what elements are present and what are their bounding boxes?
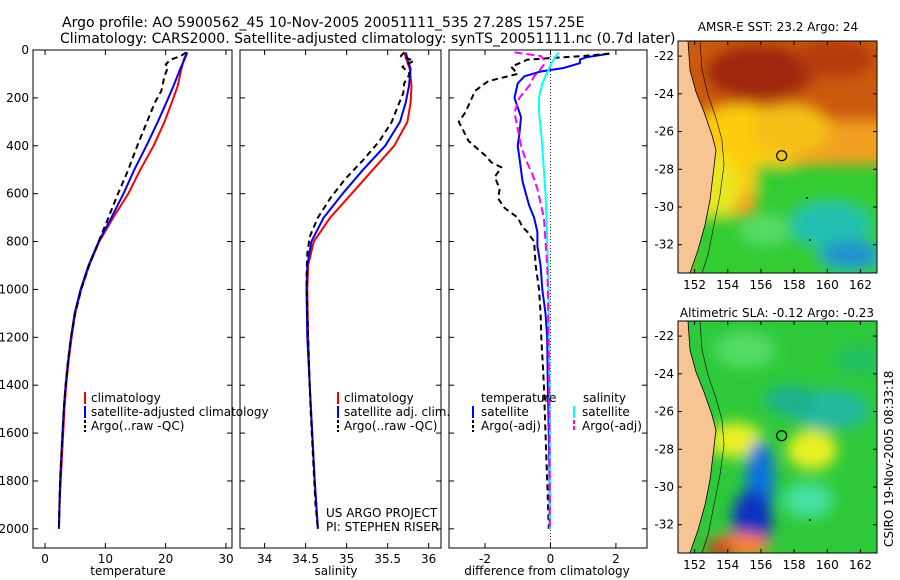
legend-label-sal-satellite: satellite (582, 405, 630, 419)
y-tick-label: -30 (654, 480, 674, 494)
legend-label-satellite: satellite adj. clim. (344, 405, 450, 419)
sla-map-image (678, 321, 877, 553)
y-tick-label: -30 (654, 200, 674, 214)
sla-map-ticks: 152 154 156 158 160 162 -22 -24 -26 -28 -30 -32 (654, 321, 877, 572)
legend-label-argo: Argo(..raw -QC) (344, 419, 437, 433)
y-tick-label: -24 (654, 367, 674, 381)
salinity-axes (239, 49, 442, 549)
y-tick-label: -28 (654, 442, 674, 456)
y-tick-label: 2000 (0, 522, 29, 536)
y-tick-label: -32 (654, 238, 674, 252)
x-tick-label: 0 (41, 552, 49, 566)
x-tick-label: 152 (683, 278, 706, 292)
y-tick-label: -26 (654, 405, 674, 419)
x-tick-label: 0 (547, 552, 555, 566)
x-tick-label: 162 (849, 278, 872, 292)
x-tick-label: 20 (158, 552, 173, 566)
difference-xlabel: difference from climatology (464, 564, 630, 578)
y-tick-label: -32 (654, 518, 674, 532)
x-tick-label: 162 (849, 558, 872, 572)
y-tick-label: -26 (654, 125, 674, 139)
x-tick-label: 2 (612, 552, 620, 566)
credit-line1: US ARGO PROJECT (326, 506, 438, 520)
difference-ticks: -2 0 2 (449, 49, 647, 566)
legend-label-sal-argo: Argo(-adj) (582, 419, 642, 433)
y-tick-label: 1200 (0, 330, 29, 344)
sst-map-ticks: 152 154 156 158 160 162 -22 -24 -26 -28 -30 -32 (654, 41, 877, 292)
legend-label-climatology: climatology (344, 391, 414, 405)
y-tick-label: 200 (6, 91, 29, 105)
sla-map-title: Altimetric SLA: -0.12 Argo: -0.23 (680, 306, 874, 320)
legend-title-temperature: temperature (481, 391, 556, 405)
sst-map-frame (677, 40, 878, 274)
y-tick-label: 1800 (0, 474, 29, 488)
x-tick-label: 156 (749, 278, 772, 292)
y-tick-label: 400 (6, 139, 29, 153)
salinity-lines (305, 51, 415, 529)
x-tick-label: 154 (716, 558, 739, 572)
x-tick-label: 10 (98, 552, 113, 566)
figure-title-line1: Argo profile: AO 5900562_45 10-Nov-2005 … (62, 15, 584, 31)
temperature-xlabel: temperature (90, 564, 165, 578)
difference-legend: temperature satellite Argo(-adj) salinit… (472, 391, 642, 433)
x-tick-label: 158 (783, 558, 806, 572)
legend-label-temp-satellite: satellite (481, 405, 529, 419)
y-tick-label: 1400 (0, 378, 29, 392)
legend-label-argo: Argo(..raw -QC) (91, 419, 184, 433)
x-tick-label: 34.5 (292, 552, 319, 566)
x-tick-label: -2 (479, 552, 491, 566)
salinity-ticks: 34 34.5 35 35.5 36 (240, 49, 441, 566)
temperature-lines (57, 51, 189, 529)
x-tick-label: 156 (749, 558, 772, 572)
temperature-ticks: 0 10 20 30 0 200 400 600 800 1000 1200 1400 1600 1800… (0, 43, 234, 566)
sla-map-frame (677, 320, 878, 554)
x-tick-label: 30 (218, 552, 233, 566)
x-tick-label: 36 (421, 552, 436, 566)
y-tick-label: -22 (654, 329, 674, 343)
series-line (513, 51, 551, 529)
x-tick-label: 154 (716, 278, 739, 292)
y-tick-label: 1600 (0, 426, 29, 440)
y-tick-label: -24 (654, 87, 674, 101)
temperature-axes (32, 49, 233, 549)
legend-label-temp-argo: Argo(-adj) (481, 419, 541, 433)
side-stamp: CSIRO 19-Nov-2005 08:33:18 (882, 371, 896, 547)
series-line (57, 51, 187, 529)
legend-label-climatology: climatology (91, 391, 161, 405)
sst-map-title: AMSR-E SST: 23.2 Argo: 24 (698, 20, 858, 34)
x-tick-label: 158 (783, 278, 806, 292)
x-tick-label: 35.5 (374, 552, 401, 566)
legend-label-satellite: satellite-adjusted climatology (91, 405, 269, 419)
series-line (513, 52, 610, 529)
difference-lines (457, 51, 610, 529)
argo-position-marker (776, 150, 788, 162)
y-tick-label: 1000 (0, 282, 29, 296)
y-tick-label: 0 (21, 43, 29, 57)
argo-position-marker (776, 430, 788, 442)
salinity-legend: climatology satellite adj. clim. Argo(..… (337, 391, 450, 433)
x-tick-label: 152 (683, 558, 706, 572)
x-tick-label: 35 (339, 552, 354, 566)
legend-title-salinity: salinity (583, 391, 626, 405)
sst-map-image (678, 41, 877, 273)
y-tick-label: 800 (6, 235, 29, 249)
credit-line2: PI: STEPHEN RISER (326, 520, 439, 534)
temperature-legend: climatology satellite-adjusted climatolo… (84, 391, 269, 433)
x-tick-label: 34 (257, 552, 272, 566)
salinity-xlabel: salinity (314, 564, 357, 578)
x-tick-label: 160 (816, 278, 839, 292)
y-tick-label: -22 (654, 49, 674, 63)
figure-title-line2: Climatology: CARS2000. Satellite-adjuste… (60, 31, 675, 47)
y-tick-label: 600 (6, 187, 29, 201)
x-tick-label: 160 (816, 558, 839, 572)
y-tick-label: -28 (654, 162, 674, 176)
